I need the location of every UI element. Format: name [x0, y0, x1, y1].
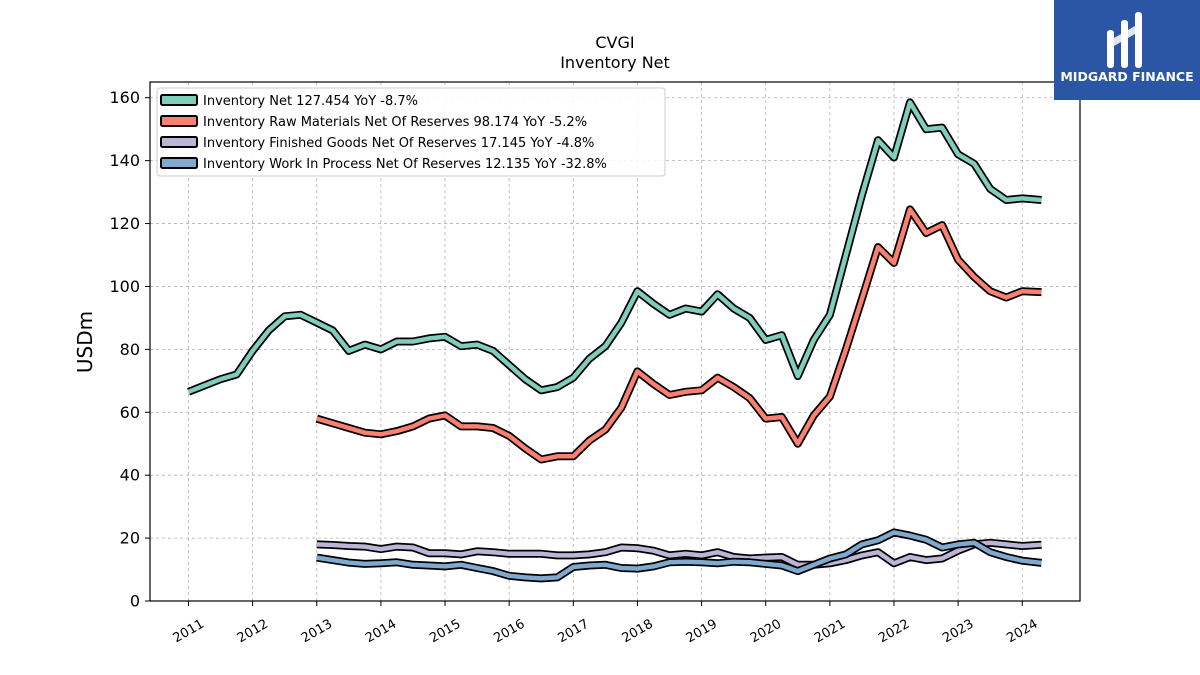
- legend-label: Inventory Finished Goods Net Of Reserves…: [203, 136, 594, 151]
- y-axis: 0 20 40 60 80 100 120 140 160: [109, 88, 150, 611]
- legend-swatch: [160, 136, 198, 148]
- legend-item: Inventory Work In Process Net Of Reserve…: [160, 157, 607, 172]
- series-line-3: [316, 538, 1042, 569]
- legend-swatch: [160, 94, 198, 106]
- logo-text: MIDGARD FINANCE: [1060, 69, 1193, 84]
- legend-label: Inventory Work In Process Net Of Reserve…: [203, 157, 607, 172]
- legend: Inventory Net 127.454 YoY -8.7% Inventory…: [156, 87, 666, 177]
- legend-swatch: [160, 157, 198, 169]
- legend-item: Inventory Net 127.454 YoY -8.7%: [160, 94, 418, 109]
- y-axis-label: USDm: [73, 311, 97, 373]
- chart-subtitle: Inventory Net: [560, 53, 670, 72]
- y-tick-label: 140: [109, 151, 140, 170]
- y-tick-label: 60: [120, 403, 140, 422]
- legend-item: Inventory Finished Goods Net Of Reserves…: [160, 136, 594, 151]
- y-tick-label: 0: [130, 592, 140, 611]
- y-tick-label: 160: [109, 88, 140, 107]
- series-stroke: [187, 100, 1042, 394]
- legend-box: [156, 87, 666, 177]
- logo: MIDGARD FINANCE: [1054, 0, 1200, 100]
- legend-label: Inventory Raw Materials Net Of Reserves …: [203, 115, 587, 130]
- y-tick-label: 120: [109, 214, 140, 233]
- series-line-4: [316, 528, 1042, 583]
- y-tick-label: 100: [109, 277, 140, 296]
- y-tick-label: 80: [120, 340, 140, 359]
- plot-frame: [149, 81, 1081, 602]
- series-lines: [187, 98, 1042, 583]
- legend-swatch: [160, 115, 198, 127]
- logo-mark-icon: [1107, 12, 1142, 68]
- series-stroke: [316, 530, 1042, 581]
- y-tick-label: 20: [120, 529, 140, 548]
- legend-item: Inventory Raw Materials Net Of Reserves …: [160, 115, 587, 130]
- chart-title: CVGI: [595, 33, 634, 52]
- series-stroke: [316, 207, 1042, 462]
- legend-label: Inventory Net 127.454 YoY -8.7%: [203, 94, 418, 109]
- series-line-2: [315, 205, 1042, 464]
- series-stroke: [316, 540, 1042, 568]
- series-line-1: [187, 98, 1042, 396]
- y-tick-label: 40: [120, 466, 140, 485]
